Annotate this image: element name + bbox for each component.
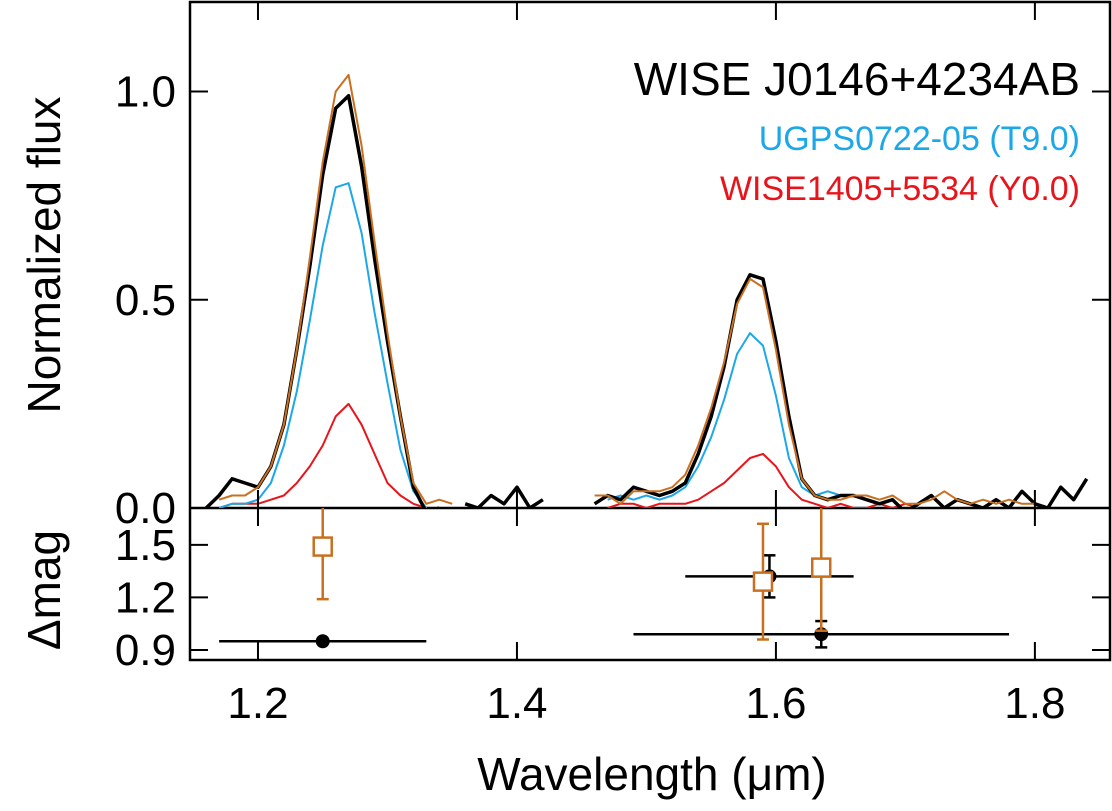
y-tick-label: 1.5 [115,521,176,570]
y-axis-label: Δmag [18,530,70,650]
spectrum-line [204,93,1089,508]
x-tick-label: 1.6 [745,679,806,728]
x-axis-label: Wavelength (μm) [477,748,826,800]
marker-dot [315,634,330,649]
x-tick-label: 1.4 [486,679,547,728]
axes: 0.0 0.5 1.0 WISE J0146+4234AB UGPS0722-05 (T… [115,2,1110,728]
y-tick-label: 1.0 [115,68,176,117]
spectrum-line [218,402,919,508]
legend-entry: UGPS0722-05 (T9.0) [759,120,1080,158]
spectrum-line [218,182,880,508]
y-tick-label: 1.2 [115,573,176,622]
y-tick-label: 0.0 [115,484,176,533]
marker-square [752,571,774,592]
y-tick-label: 0.9 [115,626,176,675]
y-tick-label: 0.5 [115,276,176,325]
marker-square [312,536,333,557]
y-axis-label: Normalized flux [18,97,70,414]
legend-entry: WISE J0146+4234AB [634,53,1080,105]
spectrum-line [218,73,1035,505]
x-tick-label: 1.8 [1004,679,1065,728]
plot-frame [188,0,1112,662]
x-tick-label: 1.2 [227,679,288,728]
top-plot [204,73,1089,508]
marker-square [810,557,832,578]
bottom-plot [219,508,1010,649]
legend-entry: WISE1405+5534 (Y0.0) [720,170,1080,208]
